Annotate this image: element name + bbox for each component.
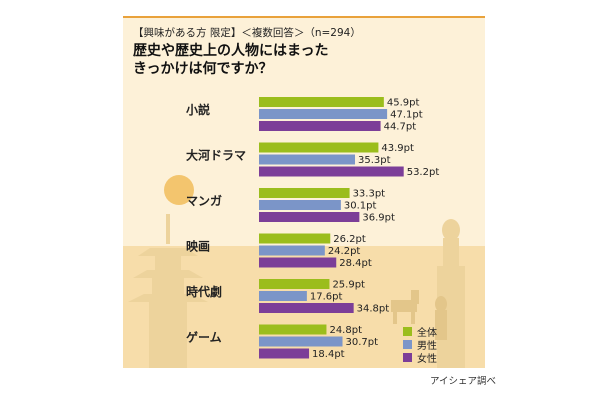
data-label: 45.9pt <box>387 98 420 109</box>
chart-title-line-1: 歴史や歴史上の人物にはまった <box>133 43 329 59</box>
data-label: 43.9pt <box>381 143 414 154</box>
data-label: 47.1pt <box>390 110 423 121</box>
legend-label-all: 全体 <box>417 328 437 339</box>
data-label: 26.2pt <box>333 234 366 245</box>
legend-swatch-male <box>403 340 412 349</box>
category-label: ゲーム <box>186 330 222 345</box>
data-label: 35.3pt <box>358 155 391 166</box>
category-label: 映画 <box>186 239 210 254</box>
bar-female <box>259 348 310 359</box>
chart-card: 【興味がある方 限定】＜複数回答＞（n=294） 歴史や歴史上の人物にはまった … <box>123 16 485 368</box>
category-label: マンガ <box>186 193 222 208</box>
legend-label-male: 男性 <box>417 341 437 352</box>
category-label: 大河ドラマ <box>186 148 246 163</box>
data-label: 18.4pt <box>312 349 345 360</box>
bar-male <box>259 336 343 347</box>
bar-all <box>259 279 330 289</box>
bar-all <box>259 324 327 335</box>
bar-male <box>259 154 356 165</box>
data-label: 30.7pt <box>346 337 379 348</box>
data-label: 53.2pt <box>407 167 440 178</box>
data-label: 36.9pt <box>362 213 395 224</box>
chart-title-line-2: きっかけは何ですか？ <box>133 61 273 77</box>
pagoda-icon <box>128 214 208 368</box>
legend-label-female: 女性 <box>417 354 437 365</box>
data-label: 24.8pt <box>329 325 362 336</box>
bar-female <box>259 257 337 268</box>
bar-female <box>259 212 360 222</box>
data-label: 30.1pt <box>344 201 377 212</box>
category-label: 小説 <box>186 102 210 117</box>
bar-male <box>259 291 307 301</box>
chart-legend: 全体 男性 女性 <box>403 325 437 365</box>
sun-icon <box>164 175 194 205</box>
data-label: 33.3pt <box>353 189 386 200</box>
data-label: 25.9pt <box>332 280 365 291</box>
data-label: 44.7pt <box>384 122 417 133</box>
data-label: 24.2pt <box>328 246 361 257</box>
bar-female <box>259 166 404 177</box>
legend-item-all: 全体 <box>403 325 437 339</box>
bar-all <box>259 233 331 244</box>
haniwa-icon <box>435 296 447 340</box>
bar-male <box>259 109 388 119</box>
category-label: 時代劇 <box>186 284 222 299</box>
data-label: 17.6pt <box>310 292 343 303</box>
legend-item-female: 女性 <box>403 351 437 365</box>
bar-all <box>259 97 384 107</box>
bar-all <box>259 142 379 153</box>
bar-male <box>259 245 325 256</box>
data-label: 34.8pt <box>357 304 390 315</box>
source-note: アイシェア調べ <box>430 376 497 387</box>
data-label: 28.4pt <box>339 258 372 269</box>
chart-subtitle: 【興味がある方 限定】＜複数回答＞（n=294） <box>133 27 361 39</box>
legend-swatch-female <box>403 353 412 362</box>
legend-item-male: 男性 <box>403 338 437 352</box>
horse-statue-icon <box>391 290 419 324</box>
bar-all <box>259 188 350 198</box>
legend-swatch-all <box>403 327 412 336</box>
bar-female <box>259 121 381 131</box>
bar-female <box>259 303 354 313</box>
bar-male <box>259 200 341 210</box>
chart-title: 歴史や歴史上の人物にはまった きっかけは何ですか？ <box>133 42 453 78</box>
